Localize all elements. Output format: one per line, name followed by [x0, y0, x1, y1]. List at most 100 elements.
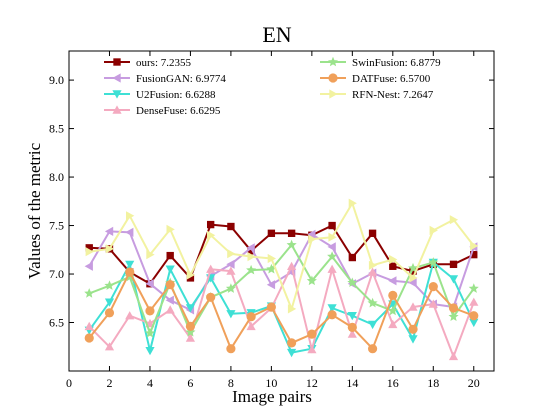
x-axis-label: Image pairs: [232, 387, 312, 406]
y-tick-label: 8.0: [49, 170, 64, 184]
data-point-ours: [267, 229, 276, 237]
data-point-u2fusion: [145, 347, 155, 356]
series-datfuse: [84, 267, 479, 354]
legend-marker-ours: [113, 58, 121, 66]
data-point-fusiongan: [327, 242, 336, 252]
data-point-swinfusion: [347, 277, 358, 287]
legend-marker-densefuse: [112, 105, 122, 114]
data-point-datfuse: [327, 310, 337, 320]
data-point-datfuse: [428, 282, 438, 292]
data-point-rfn-nest: [449, 215, 459, 225]
legend-label: DenseFuse: 6.6295: [136, 105, 221, 117]
data-point-rfn-nest: [126, 211, 135, 221]
data-point-densefuse: [125, 311, 135, 320]
legend-marker-u2fusion: [112, 90, 122, 99]
data-point-datfuse: [469, 311, 479, 321]
data-point-u2fusion: [287, 348, 297, 358]
legend-marker-fusiongan: [112, 73, 121, 83]
data-point-u2fusion: [469, 318, 479, 328]
data-point-ours: [206, 220, 215, 229]
data-point-densefuse: [287, 261, 297, 270]
x-tick-label: 16: [387, 376, 399, 390]
legend-entry-densefuse: DenseFuse: 6.6295: [104, 105, 221, 117]
data-point-densefuse: [408, 302, 418, 311]
axis-ticks: 0 2 4 6 8 10 12 14 16 18 20 6.5 7.0 7.5 8.0 8.5 9.0: [49, 51, 494, 390]
data-point-fusiongan: [84, 261, 93, 271]
data-point-swinfusion: [104, 280, 115, 290]
series-rfn-nest: [85, 198, 479, 314]
data-point-swinfusion: [84, 288, 95, 298]
legend-label: FusionGAN: 6.9774: [136, 73, 226, 85]
data-point-datfuse: [206, 292, 216, 302]
y-axis-label: Values of the metric: [25, 142, 44, 279]
data-point-datfuse: [165, 280, 175, 290]
data-point-datfuse: [104, 308, 115, 318]
data-point-densefuse: [327, 264, 337, 273]
data-point-densefuse: [469, 297, 479, 306]
x-tick-label: 2: [106, 376, 112, 390]
data-point-u2fusion: [327, 304, 337, 313]
data-point-fusiongan: [125, 227, 134, 237]
data-point-swinfusion: [428, 257, 439, 267]
series-line-datfuse: [88, 271, 475, 350]
data-point-datfuse: [367, 344, 378, 354]
data-point-datfuse: [347, 322, 357, 332]
data-point-rfn-nest: [105, 244, 115, 254]
data-point-datfuse: [246, 312, 256, 322]
data-point-ours: [166, 251, 174, 260]
data-point-u2fusion: [226, 310, 236, 319]
data-point-ours: [227, 222, 235, 231]
data-point-densefuse: [448, 351, 459, 361]
data-point-rfn-nest: [186, 270, 195, 280]
data-point-rfn-nest: [287, 304, 297, 314]
data-point-ours: [409, 267, 417, 275]
data-point-datfuse: [408, 324, 418, 334]
data-point-fusiongan: [388, 276, 397, 286]
data-point-densefuse: [307, 345, 317, 354]
x-tick-label: 14: [346, 376, 358, 390]
plot-frame: [68, 50, 495, 372]
data-point-datfuse: [145, 306, 155, 316]
data-point-ours: [85, 244, 93, 252]
data-point-densefuse: [206, 264, 216, 273]
data-point-u2fusion: [368, 320, 378, 330]
series-line-u2fusion: [88, 261, 475, 354]
data-point-swinfusion: [185, 326, 196, 337]
data-point-ours: [449, 260, 458, 269]
data-point-ours: [470, 250, 478, 259]
x-tick-label: 6: [187, 376, 193, 390]
data-point-swinfusion: [286, 239, 297, 250]
legend-entry-u2fusion: U2Fusion: 6.6288: [104, 89, 216, 101]
x-tick-label: 0: [66, 376, 72, 390]
data-point-fusiongan: [165, 295, 174, 305]
legend-label: U2Fusion: 6.6288: [136, 89, 216, 101]
x-tick-label: 4: [147, 376, 153, 390]
data-point-u2fusion: [448, 275, 459, 284]
data-point-rfn-nest: [267, 253, 276, 264]
data-point-densefuse: [428, 299, 438, 308]
data-point-ours: [348, 253, 357, 262]
data-point-u2fusion: [125, 260, 135, 269]
data-point-datfuse: [185, 321, 196, 331]
x-tick-label: 8: [228, 376, 234, 390]
data-point-swinfusion: [327, 251, 338, 261]
data-point-u2fusion: [104, 298, 115, 307]
series-fusiongan: [84, 226, 478, 315]
data-point-rfn-nest: [146, 250, 155, 260]
data-point-datfuse: [388, 290, 398, 300]
data-point-densefuse: [165, 305, 175, 314]
data-point-rfn-nest: [368, 260, 378, 270]
data-point-ours: [247, 247, 255, 255]
data-point-datfuse: [226, 344, 236, 354]
data-point-swinfusion: [306, 275, 317, 286]
y-tick-label: 7.0: [49, 267, 64, 281]
data-point-rfn-nest: [247, 252, 256, 262]
y-tick-label: 7.5: [49, 219, 64, 233]
data-point-rfn-nest: [227, 249, 236, 259]
data-point-datfuse: [307, 329, 317, 339]
data-point-ours: [287, 229, 296, 237]
data-point-rfn-nest: [328, 232, 337, 242]
data-point-swinfusion: [468, 283, 479, 293]
data-point-fusiongan: [266, 280, 276, 290]
